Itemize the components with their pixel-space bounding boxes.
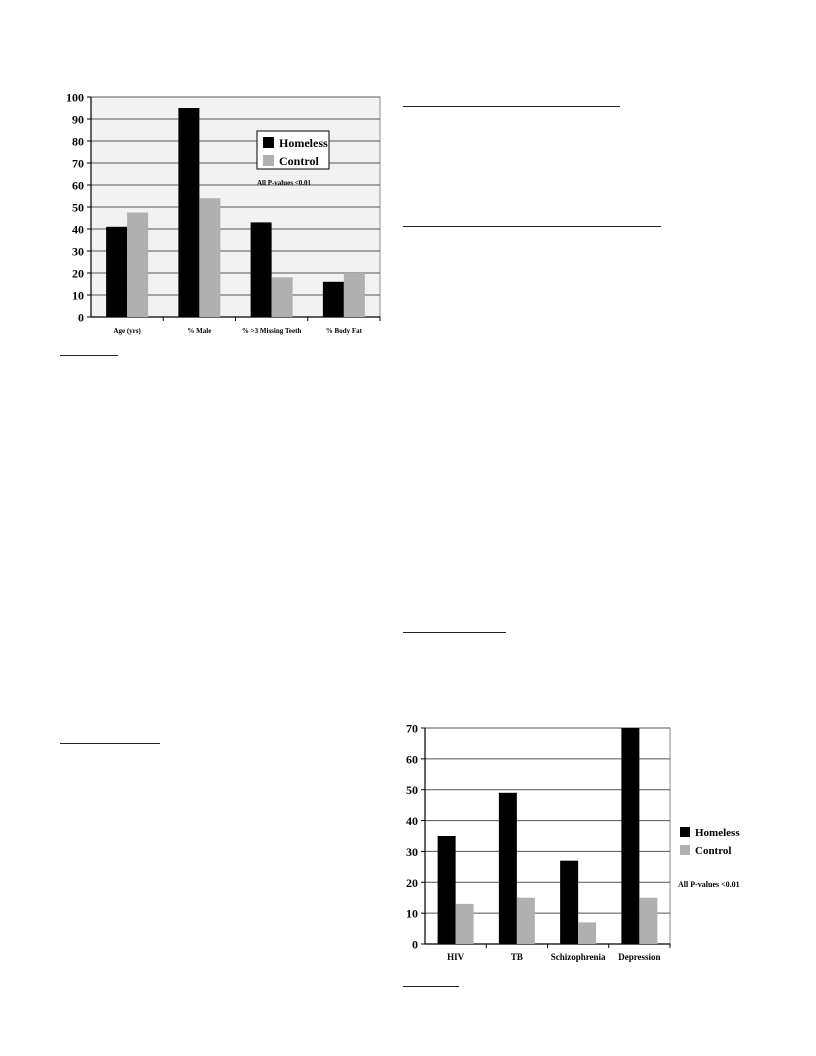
x-category-label: % Body Fat <box>326 327 363 335</box>
legend-label-homeless: Homeless <box>695 827 740 839</box>
y-tick-label: 10 <box>72 289 84 303</box>
chart-comorbidities: 0 10 20 30 40 50 60 70 HIV TB Schizophrenia Depress… <box>392 722 744 968</box>
bar-homeless-3 <box>250 222 272 317</box>
heading-rule-1 <box>403 106 620 107</box>
chart-comorbidities-svg: 0 10 20 30 40 50 60 70 HIV TB Schizophrenia Depress… <box>406 722 740 963</box>
heading-rule-4 <box>403 632 506 633</box>
y-tick-label: 40 <box>406 814 418 828</box>
bar-homeless-2 <box>498 792 517 944</box>
y-tick-label: 30 <box>72 245 84 259</box>
x-category-label: Schizophrenia <box>551 952 606 962</box>
y-tick-label: 60 <box>72 179 84 193</box>
y-tick-label: 100 <box>66 91 84 105</box>
x-category-label: % Male <box>187 327 211 335</box>
y-tick-label: 20 <box>72 267 84 281</box>
bar-control-4 <box>639 897 658 944</box>
x-category-label: % >3 Missing Teeth <box>242 327 302 335</box>
x-category-label: Depression <box>618 952 660 962</box>
heading-rule-6 <box>403 986 459 987</box>
x-category-label: HIV <box>447 952 465 962</box>
y-tick-label: 0 <box>412 938 418 952</box>
chart-demographics-svg: 0 10 20 30 40 50 60 70 80 90 100 Age (yrs) % Male % >… <box>66 91 381 335</box>
legend-swatch-homeless <box>680 827 690 837</box>
y-tick-label: 30 <box>406 845 418 859</box>
bar-control-4 <box>343 273 365 317</box>
x-category-label: TB <box>511 952 523 962</box>
legend-label-homeless: Homeless <box>279 136 328 150</box>
x-category-label: Age (yrs) <box>113 327 141 335</box>
bar-homeless-4 <box>322 281 344 317</box>
bar-control-1 <box>127 212 149 317</box>
p-value-annotation: All P-values <0.01 <box>678 880 740 889</box>
bar-homeless-4 <box>621 728 640 944</box>
y-tick-label: 70 <box>72 157 84 171</box>
heading-rule-5 <box>60 743 160 744</box>
bar-control-1 <box>455 903 474 944</box>
bar-homeless-3 <box>560 860 579 944</box>
y-tick-label: 80 <box>72 135 84 149</box>
bar-homeless-2 <box>178 108 200 317</box>
legend-label-control: Control <box>279 154 319 168</box>
legend-swatch-homeless <box>263 137 274 148</box>
chart-demographics: 0 10 20 30 40 50 60 70 80 90 100 Age (yrs) % Male % >… <box>58 88 388 350</box>
y-tick-label: 10 <box>406 907 418 921</box>
bar-control-2 <box>199 198 221 317</box>
legend-label-control: Control <box>695 845 731 857</box>
legend-swatch-control <box>263 155 274 166</box>
y-tick-label: 50 <box>406 783 418 797</box>
y-tick-label: 70 <box>406 722 418 736</box>
y-tick-label: 60 <box>406 752 418 766</box>
heading-rule-2 <box>403 226 661 227</box>
bar-homeless-1 <box>437 836 456 944</box>
bar-control-3 <box>271 277 293 317</box>
heading-rule-3 <box>60 355 118 356</box>
bar-control-3 <box>578 922 597 944</box>
y-tick-label: 0 <box>78 311 84 325</box>
bar-homeless-1 <box>106 226 128 317</box>
legend-swatch-control <box>680 845 690 855</box>
y-tick-label: 90 <box>72 113 84 127</box>
y-tick-label: 50 <box>72 201 84 215</box>
p-value-annotation: All P-values <0.01 <box>257 179 311 187</box>
y-tick-label: 40 <box>72 223 84 237</box>
y-tick-label: 20 <box>406 876 418 890</box>
bar-control-2 <box>516 897 535 944</box>
